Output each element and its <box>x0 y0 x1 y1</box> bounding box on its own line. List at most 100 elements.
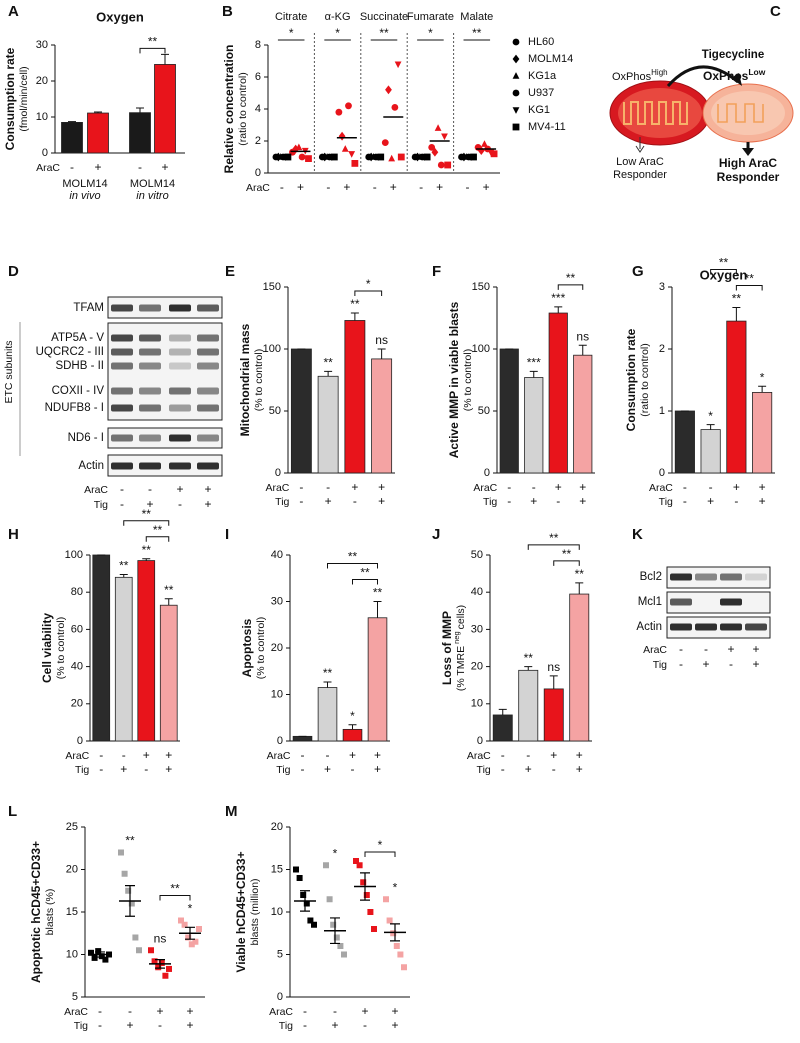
condition-sign: + <box>165 748 172 762</box>
blot-band <box>670 573 692 581</box>
point <box>166 965 172 972</box>
bar <box>518 669 539 742</box>
y-tick-label: 20 <box>71 698 83 710</box>
condition-sign: + <box>161 160 168 174</box>
condition-sign: - <box>98 1004 102 1018</box>
blot-band <box>197 348 219 356</box>
blot-band <box>139 334 161 342</box>
y-tick-label: 40 <box>271 549 283 561</box>
y-axis-label: Active MMP in viable blasts <box>447 301 461 458</box>
arrow <box>666 65 739 87</box>
state-level: High <box>651 68 667 77</box>
panel-label: L <box>8 803 17 820</box>
cristae <box>717 103 764 123</box>
error-bar <box>350 312 359 321</box>
blot-band <box>197 434 219 442</box>
y-axis-sublabel-part: neg <box>452 631 461 644</box>
condition-sign: + <box>297 180 304 194</box>
condition-sign: - <box>301 748 305 762</box>
error-bar <box>330 917 340 945</box>
condition-sign: + <box>378 494 385 508</box>
y-tick-label: 6 <box>255 71 261 83</box>
condition-sign: + <box>752 642 759 656</box>
y-tick-label: 3 <box>659 281 665 293</box>
error-bar <box>324 370 333 377</box>
y-tick-label: 10 <box>66 948 78 960</box>
error-bar <box>95 951 105 958</box>
error-bar <box>300 890 310 912</box>
panel-label: H <box>8 526 19 543</box>
band-label: ND6 - I <box>68 432 104 444</box>
condition-sign: + <box>576 748 583 762</box>
legend-label: MV4-11 <box>528 121 566 133</box>
point <box>295 143 303 151</box>
y-tick-label: 50 <box>269 405 281 417</box>
significance-label: ns <box>576 329 589 343</box>
bar <box>114 576 133 742</box>
condition-name: Tig <box>94 499 108 511</box>
bar <box>543 688 564 742</box>
y-tick-label: 15 <box>271 863 283 875</box>
condition-sign: + <box>550 748 557 762</box>
condition-sign: + <box>576 762 583 776</box>
condition-sign: - <box>326 480 330 494</box>
blot-band <box>111 387 133 395</box>
point <box>363 892 370 898</box>
blot-band <box>745 623 767 631</box>
y-tick-label: 25 <box>66 821 78 833</box>
y-tick-label: 40 <box>471 586 483 598</box>
condition-sign: - <box>683 480 687 494</box>
blot-band <box>169 348 191 356</box>
y-tick-label: 0 <box>255 167 261 179</box>
significance-label: ** <box>360 566 370 580</box>
significance-label: ** <box>549 531 559 545</box>
point <box>431 147 439 157</box>
panel-label: F <box>432 263 441 280</box>
significance-label: ** <box>119 559 129 573</box>
blot-band <box>197 404 219 412</box>
y-axis-label: Relative concentration <box>222 45 236 174</box>
outcome-label: Responder <box>613 169 667 181</box>
significance-label: * <box>393 880 398 894</box>
bar <box>492 714 513 742</box>
error-bar <box>94 111 102 114</box>
condition-sign: - <box>98 1018 102 1032</box>
error-bar <box>706 424 715 430</box>
point <box>481 140 488 147</box>
condition-name: Tig <box>279 1020 293 1032</box>
condition-name: AraC <box>267 750 291 762</box>
condition-sign: - <box>532 480 536 494</box>
legend-marker <box>512 123 520 131</box>
significance-bracket <box>710 268 737 275</box>
y-tick-label: 2 <box>255 135 261 147</box>
point <box>91 954 98 961</box>
condition-sign: + <box>727 642 734 656</box>
bar <box>290 348 312 474</box>
error-bar <box>185 926 195 940</box>
blot-frame <box>666 591 771 614</box>
condition-name: Tig <box>477 764 491 776</box>
error-bar <box>136 107 144 113</box>
point <box>118 849 124 856</box>
y-tick-label: 0 <box>277 991 283 1003</box>
arrowhead <box>635 145 645 153</box>
y-tick-label: 100 <box>472 343 490 355</box>
point <box>353 858 359 864</box>
y-tick-label: 30 <box>36 39 48 51</box>
point <box>181 921 188 928</box>
y-tick-label: 8 <box>255 39 261 51</box>
condition-sign: - <box>99 748 103 762</box>
significance-label: ** <box>323 355 333 369</box>
point <box>434 124 442 131</box>
significance-label: ** <box>323 666 333 680</box>
y-axis-label: Consumption rate <box>3 47 17 150</box>
panel-label: G <box>632 263 644 280</box>
category-label: α-KG <box>325 11 351 23</box>
panel-label: J <box>432 526 440 543</box>
arrowhead <box>731 73 742 86</box>
point <box>296 875 303 881</box>
point <box>393 943 400 949</box>
panel-label: B <box>222 3 233 20</box>
significance-bracket <box>735 284 763 291</box>
y-tick-label: 60 <box>71 623 83 635</box>
